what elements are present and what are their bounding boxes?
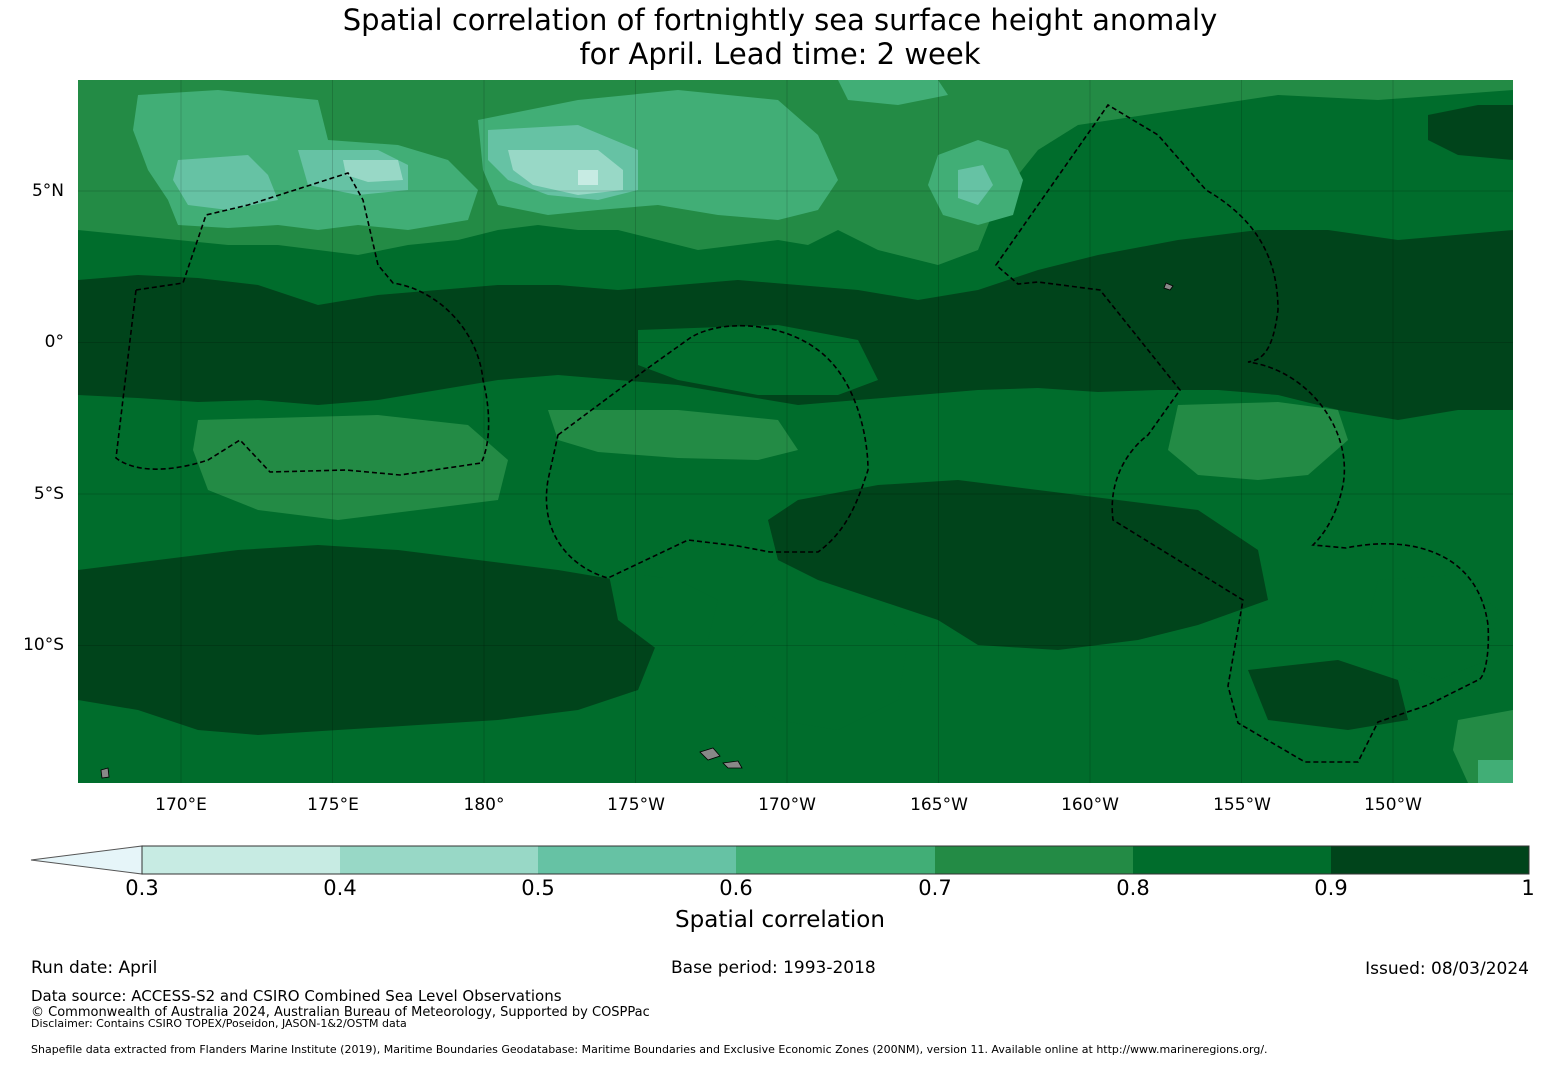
colorbar-tick-1: 1 xyxy=(1521,876,1535,900)
colorbar-under-arrow xyxy=(30,845,143,875)
map-title-line2: for April. Lead time: 2 week xyxy=(579,37,981,71)
field-south-patch-west xyxy=(193,415,508,520)
colorbar-tick-0.3: 0.3 xyxy=(125,876,159,900)
shapefile-credit: Shapefile data extracted from Flanders M… xyxy=(31,1043,1268,1056)
islands xyxy=(100,282,1174,779)
base-period: Base period: 1993-2018 xyxy=(671,958,876,978)
eez-boundary-central xyxy=(545,324,869,579)
x-tick-175e: 175°E xyxy=(307,795,359,815)
x-tick-160w: 160°W xyxy=(1061,795,1119,815)
colorbar-label: Spatial correlation xyxy=(675,907,885,933)
colorbar-bin-0.6 xyxy=(736,846,935,874)
colorbar-bin-0.5 xyxy=(538,846,736,874)
colorbar-frame xyxy=(141,845,1530,875)
x-tick-180: 180° xyxy=(463,795,505,815)
issued-date: Issued: 08/03/2024 xyxy=(1365,959,1529,979)
field-lighter-west xyxy=(343,160,403,182)
x-tick-165w: 165°W xyxy=(910,795,968,815)
colorbar-bin-0.7 xyxy=(935,846,1133,874)
field-core-west xyxy=(173,155,278,210)
y-tick-5s: 5°S xyxy=(33,484,64,504)
field-south-gap-central xyxy=(728,600,908,730)
y-tick-10s: 10°S xyxy=(23,635,64,655)
field-core-east xyxy=(958,165,993,205)
colorbar-tick-0.9: 0.9 xyxy=(1314,876,1348,900)
field-south-band-central xyxy=(768,480,1268,650)
eez-boundary-east xyxy=(994,103,1490,763)
colorbar-tick-0.7: 0.7 xyxy=(918,876,952,900)
colorbar-tick-0.4: 0.4 xyxy=(323,876,357,900)
colorbar-tick-0.6: 0.6 xyxy=(719,876,753,900)
field-south-band-southeast xyxy=(1248,660,1408,730)
correlation-map xyxy=(78,80,1513,783)
colorbar-bin-0.4 xyxy=(340,846,538,874)
y-tick-5n: 5°N xyxy=(31,181,64,201)
colorbar-bin-0.8 xyxy=(1133,846,1331,874)
field-lightest xyxy=(578,170,598,185)
field-south-patch-central xyxy=(548,410,798,460)
x-tick-155w: 155°W xyxy=(1213,795,1271,815)
x-tick-150w: 150°W xyxy=(1364,795,1422,815)
field-south-band-west xyxy=(78,545,658,735)
y-tick-0: 0° xyxy=(44,332,64,352)
eez-boundary-west xyxy=(115,172,490,476)
copyright: © Commonwealth of Australia 2024, Austra… xyxy=(31,1005,650,1020)
colorbar-bin-0.9 xyxy=(1331,846,1529,874)
run-date: Run date: April xyxy=(31,958,158,978)
field-north-patch-top xyxy=(838,80,948,105)
colorbar-tick-0.8: 0.8 xyxy=(1116,876,1150,900)
x-tick-170w: 170°W xyxy=(758,795,816,815)
colorbar-bin-0.3 xyxy=(142,846,340,874)
x-tick-175w: 175°W xyxy=(607,795,665,815)
field-northeast-dark xyxy=(1428,105,1513,160)
colorbar-tick-0.5: 0.5 xyxy=(521,876,555,900)
field-equatorial-band xyxy=(78,230,1513,420)
field-south-gap-west xyxy=(608,570,718,650)
data-source: Data source: ACCESS-S2 and CSIRO Combine… xyxy=(31,987,562,1005)
x-tick-170e: 170°E xyxy=(155,795,207,815)
map-title-line1: Spatial correlation of fortnightly sea s… xyxy=(342,3,1218,37)
disclaimer: Disclaimer: Contains CSIRO TOPEX/Poseido… xyxy=(31,1017,407,1030)
field-south-east-mid xyxy=(1368,575,1498,680)
field-equatorial-gap xyxy=(638,325,878,395)
field-southeast-light xyxy=(1478,760,1513,783)
field-south-patch-east xyxy=(1168,402,1348,480)
colorbar xyxy=(30,845,1530,875)
